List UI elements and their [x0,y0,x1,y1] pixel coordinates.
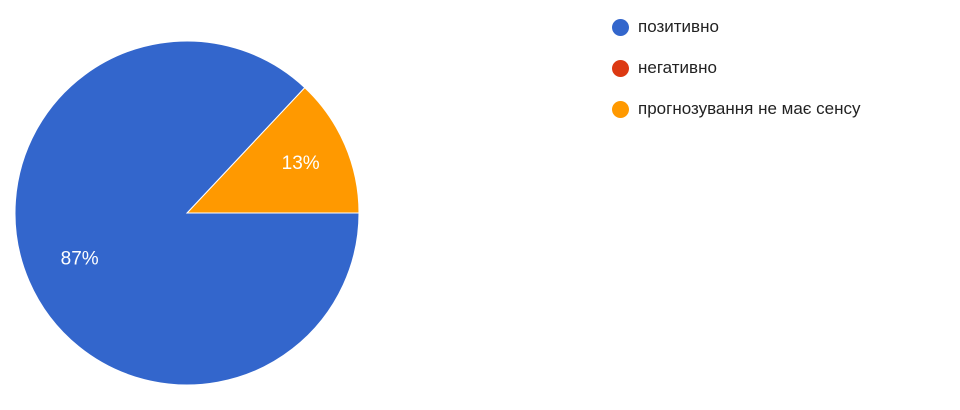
pie-label-pozytyvno: 87% [61,249,99,270]
legend-item-no-sense[interactable]: прогнозування не має сенсу [612,98,861,120]
legend-label-nehatyvno: негативно [638,58,717,77]
legend-item-nehatyvno[interactable]: негативно [612,57,861,79]
pie-slice-no-sense[interactable] [185,86,360,214]
legend-label-pozytyvno: позитивно [638,17,719,36]
legend-swatch-pozytyvno [612,18,629,36]
pie-slice-pozytyvno[interactable] [14,40,360,386]
pie-label-no-sense: 13% [282,153,320,174]
legend-item-pozytyvno[interactable]: позитивно [612,16,861,38]
legend-swatch-no-sense [612,100,629,118]
legend-swatch-nehatyvno [612,59,629,77]
legend-label-no-sense: прогнозування не має сенсу [638,99,861,118]
chart-legend: позитивно негативно прогнозування не має… [612,16,861,139]
